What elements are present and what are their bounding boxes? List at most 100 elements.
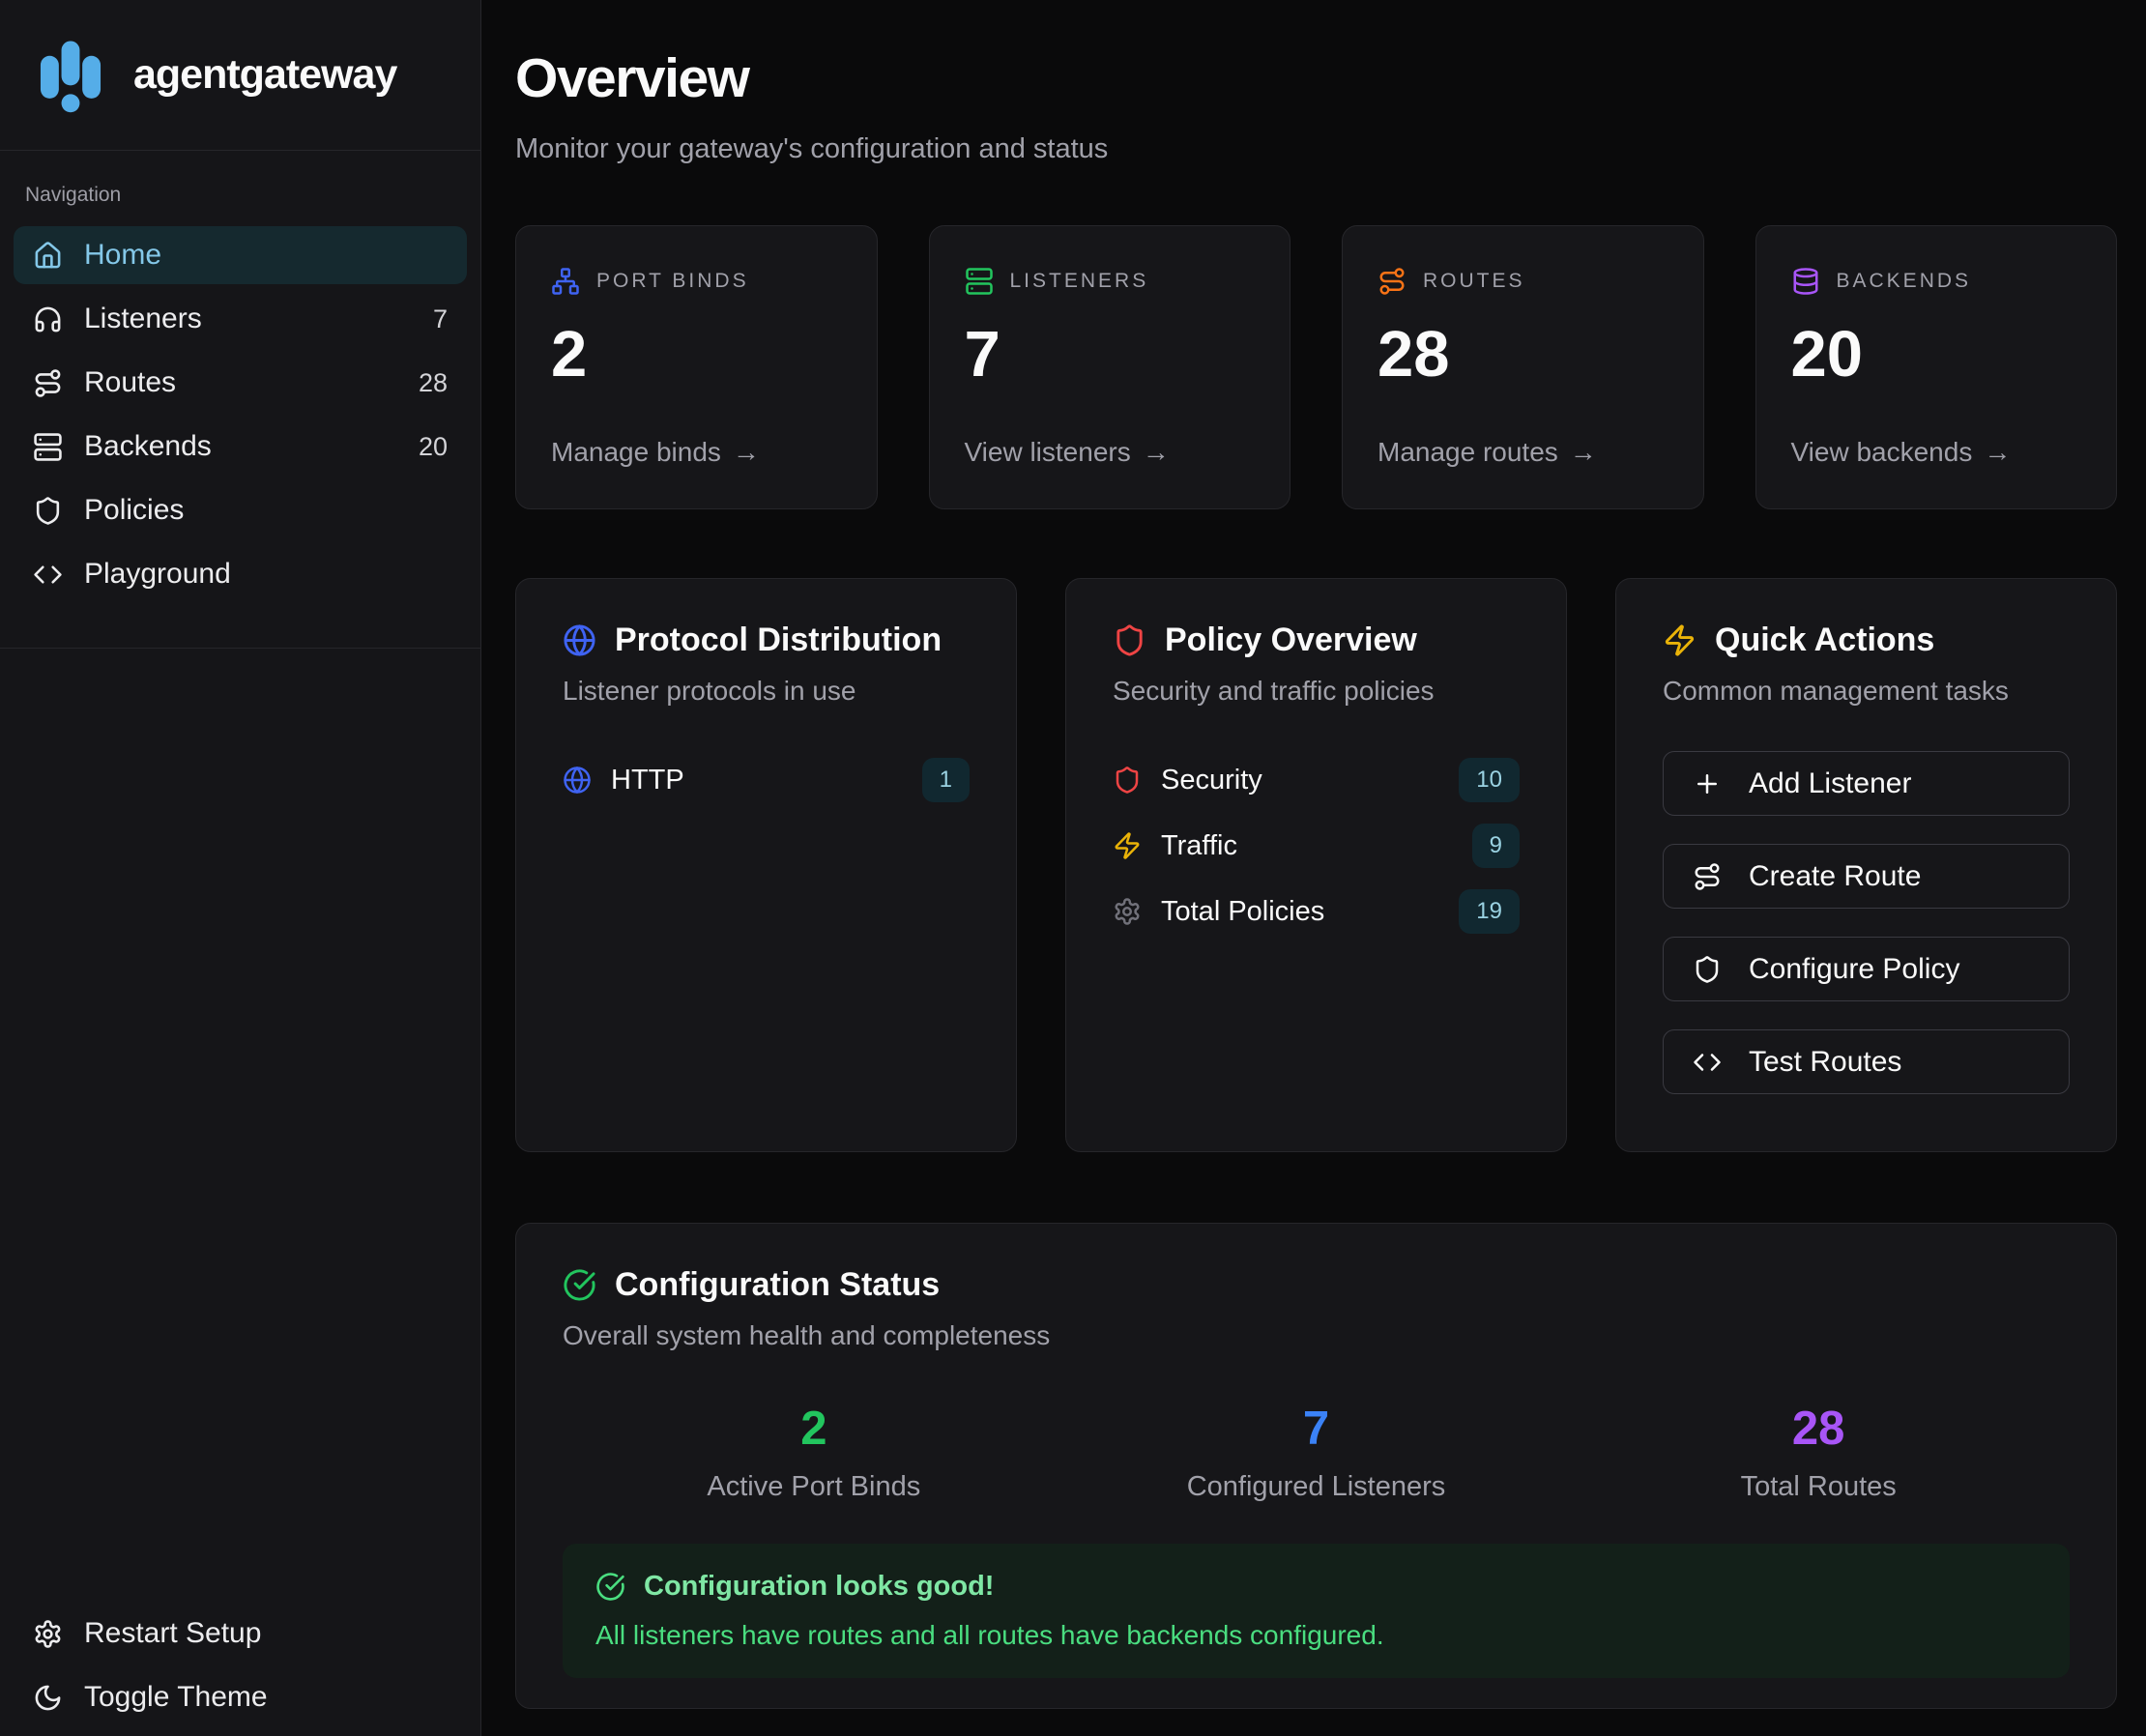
route-icon	[1693, 862, 1722, 891]
alert-body: All listeners have routes and all routes…	[595, 1620, 1384, 1650]
route-icon	[33, 368, 63, 398]
view-backends-link[interactable]: View backends →	[1790, 437, 2012, 467]
zap-icon	[1113, 831, 1142, 860]
sidebar-spacer	[0, 649, 480, 1605]
stat-value: 7	[964, 318, 1000, 391]
sidebar-item-label: Backends	[84, 430, 212, 462]
view-listeners-link[interactable]: View listeners →	[964, 437, 1170, 467]
sidebar-item-count: 7	[432, 304, 448, 333]
protocol-count-badge: 1	[921, 758, 970, 802]
metric-label: Total Routes	[1740, 1471, 1897, 1502]
test-routes-button[interactable]: Test Routes	[1663, 1029, 2070, 1094]
restart-setup-label: Restart Setup	[84, 1617, 262, 1649]
sidebar-item-label: Policies	[84, 494, 185, 526]
arrow-right-icon: →	[1984, 437, 2012, 467]
create-route-button[interactable]: Create Route	[1663, 844, 2070, 909]
card-subtitle: Security and traffic policies	[1113, 676, 1435, 706]
toggle-theme-button[interactable]: Toggle Theme	[14, 1668, 467, 1726]
circle-check-icon	[595, 1572, 625, 1602]
toggle-theme-label: Toggle Theme	[84, 1681, 268, 1713]
policy-count-badge: 10	[1459, 758, 1520, 802]
sidebar-item-home[interactable]: Home	[14, 226, 467, 284]
config-success-alert: Configuration looks good! All listeners …	[563, 1544, 2070, 1678]
metric-value: 28	[1791, 1403, 1845, 1455]
policy-count-badge: 19	[1459, 889, 1520, 934]
sidebar-item-count: 28	[418, 367, 448, 397]
page-subtitle: Monitor your gateway's configuration and…	[515, 133, 1109, 164]
stat-card-listeners: LISTENERS 7 View listeners →	[928, 225, 1290, 509]
database-icon	[1791, 267, 1820, 296]
policy-label: Traffic	[1161, 829, 1237, 861]
protocol-distribution-card: Protocol Distribution Listener protocols…	[515, 578, 1017, 1152]
plus-icon	[1693, 769, 1722, 798]
app-logo: agentgateway	[0, 0, 480, 151]
arrow-right-icon: →	[1142, 437, 1170, 467]
stat-card-port-binds: PORT BINDS 2 Manage binds →	[515, 225, 878, 509]
protocol-row-http: HTTP 1	[563, 747, 970, 813]
card-subtitle: Common management tasks	[1663, 676, 2009, 706]
arrow-right-icon: →	[732, 437, 760, 467]
stat-value: 2	[551, 318, 588, 391]
gear-icon	[33, 1619, 63, 1649]
sidebar-footer: Restart Setup Toggle Theme	[0, 1605, 480, 1736]
sidebar-item-label: Playground	[84, 558, 231, 590]
manage-binds-link[interactable]: Manage binds →	[551, 437, 760, 467]
agentgateway-logo-icon	[40, 40, 102, 112]
shield-icon	[1693, 955, 1722, 984]
stat-label: BACKENDS	[1836, 270, 1972, 292]
configure-policy-button[interactable]: Configure Policy	[1663, 937, 2070, 1001]
shield-icon	[1113, 623, 1146, 657]
sidebar-item-listeners[interactable]: Listeners 7	[14, 290, 467, 348]
stat-value: 28	[1378, 318, 1450, 391]
metric-label: Active Port Binds	[707, 1471, 921, 1502]
stat-label: LISTENERS	[1009, 270, 1149, 292]
server-icon	[33, 432, 63, 462]
nav-section-label: Navigation	[25, 184, 122, 206]
restart-setup-button[interactable]: Restart Setup	[14, 1605, 467, 1663]
stat-value: 20	[1790, 318, 1864, 391]
manage-routes-link[interactable]: Manage routes →	[1378, 437, 1597, 467]
config-metrics: 2 Active Port Binds 7 Configured Listene…	[563, 1402, 2070, 1503]
shield-icon	[33, 496, 63, 526]
protocol-label: HTTP	[611, 764, 684, 796]
page-title: Overview	[515, 47, 750, 109]
metric-active-port-binds: 2 Active Port Binds	[563, 1402, 1065, 1503]
home-icon	[33, 241, 63, 271]
shield-icon	[1113, 766, 1142, 795]
metric-value: 7	[1302, 1403, 1330, 1455]
circle-check-icon	[563, 1268, 596, 1302]
policy-overview-card: Policy Overview Security and traffic pol…	[1065, 578, 1567, 1152]
moon-icon	[33, 1683, 63, 1713]
sidebar-item-label: Routes	[84, 366, 177, 398]
metric-label: Configured Listeners	[1186, 1471, 1446, 1502]
sidebar-item-policies[interactable]: Policies	[14, 481, 467, 539]
app-title: agentgateway	[133, 51, 397, 98]
quick-actions-card: Quick Actions Common management tasks Ad…	[1615, 578, 2117, 1152]
stat-card-routes: ROUTES 28 Manage routes →	[1342, 225, 1704, 509]
sidebar-item-routes[interactable]: Routes 28	[14, 354, 467, 412]
mid-grid: Protocol Distribution Listener protocols…	[515, 578, 2117, 1152]
globe-icon	[563, 766, 592, 795]
policy-label: Security	[1161, 764, 1262, 796]
stats-grid: PORT BINDS 2 Manage binds → LISTENERS 7 …	[515, 225, 2117, 509]
main-content: Overview Monitor your gateway's configur…	[481, 0, 2146, 1736]
add-listener-button[interactable]: Add Listener	[1663, 751, 2070, 816]
arrow-right-icon: →	[1569, 437, 1597, 467]
sidebar-item-playground[interactable]: Playground	[14, 545, 467, 603]
sidebar-nav: Navigation Home Listeners 7 Routes 28 Ba…	[0, 151, 480, 649]
card-title: Configuration Status	[615, 1266, 941, 1303]
sidebar: agentgateway Navigation Home Listeners 7…	[0, 0, 481, 1736]
gear-icon	[1113, 897, 1142, 926]
sidebar-item-backends[interactable]: Backends 20	[14, 418, 467, 476]
network-icon	[551, 267, 580, 296]
card-title: Policy Overview	[1165, 622, 1417, 658]
zap-icon	[1663, 623, 1696, 657]
card-title: Quick Actions	[1715, 622, 1935, 658]
sidebar-item-count: 20	[418, 431, 448, 461]
configuration-status-card: Configuration Status Overall system heal…	[515, 1223, 2117, 1709]
stat-card-backends: BACKENDS 20 View backends →	[1754, 225, 2117, 509]
code-icon	[1693, 1048, 1722, 1077]
policy-row-traffic: Traffic 9	[1113, 813, 1520, 879]
card-title: Protocol Distribution	[615, 622, 942, 658]
metric-value: 2	[800, 1403, 827, 1455]
